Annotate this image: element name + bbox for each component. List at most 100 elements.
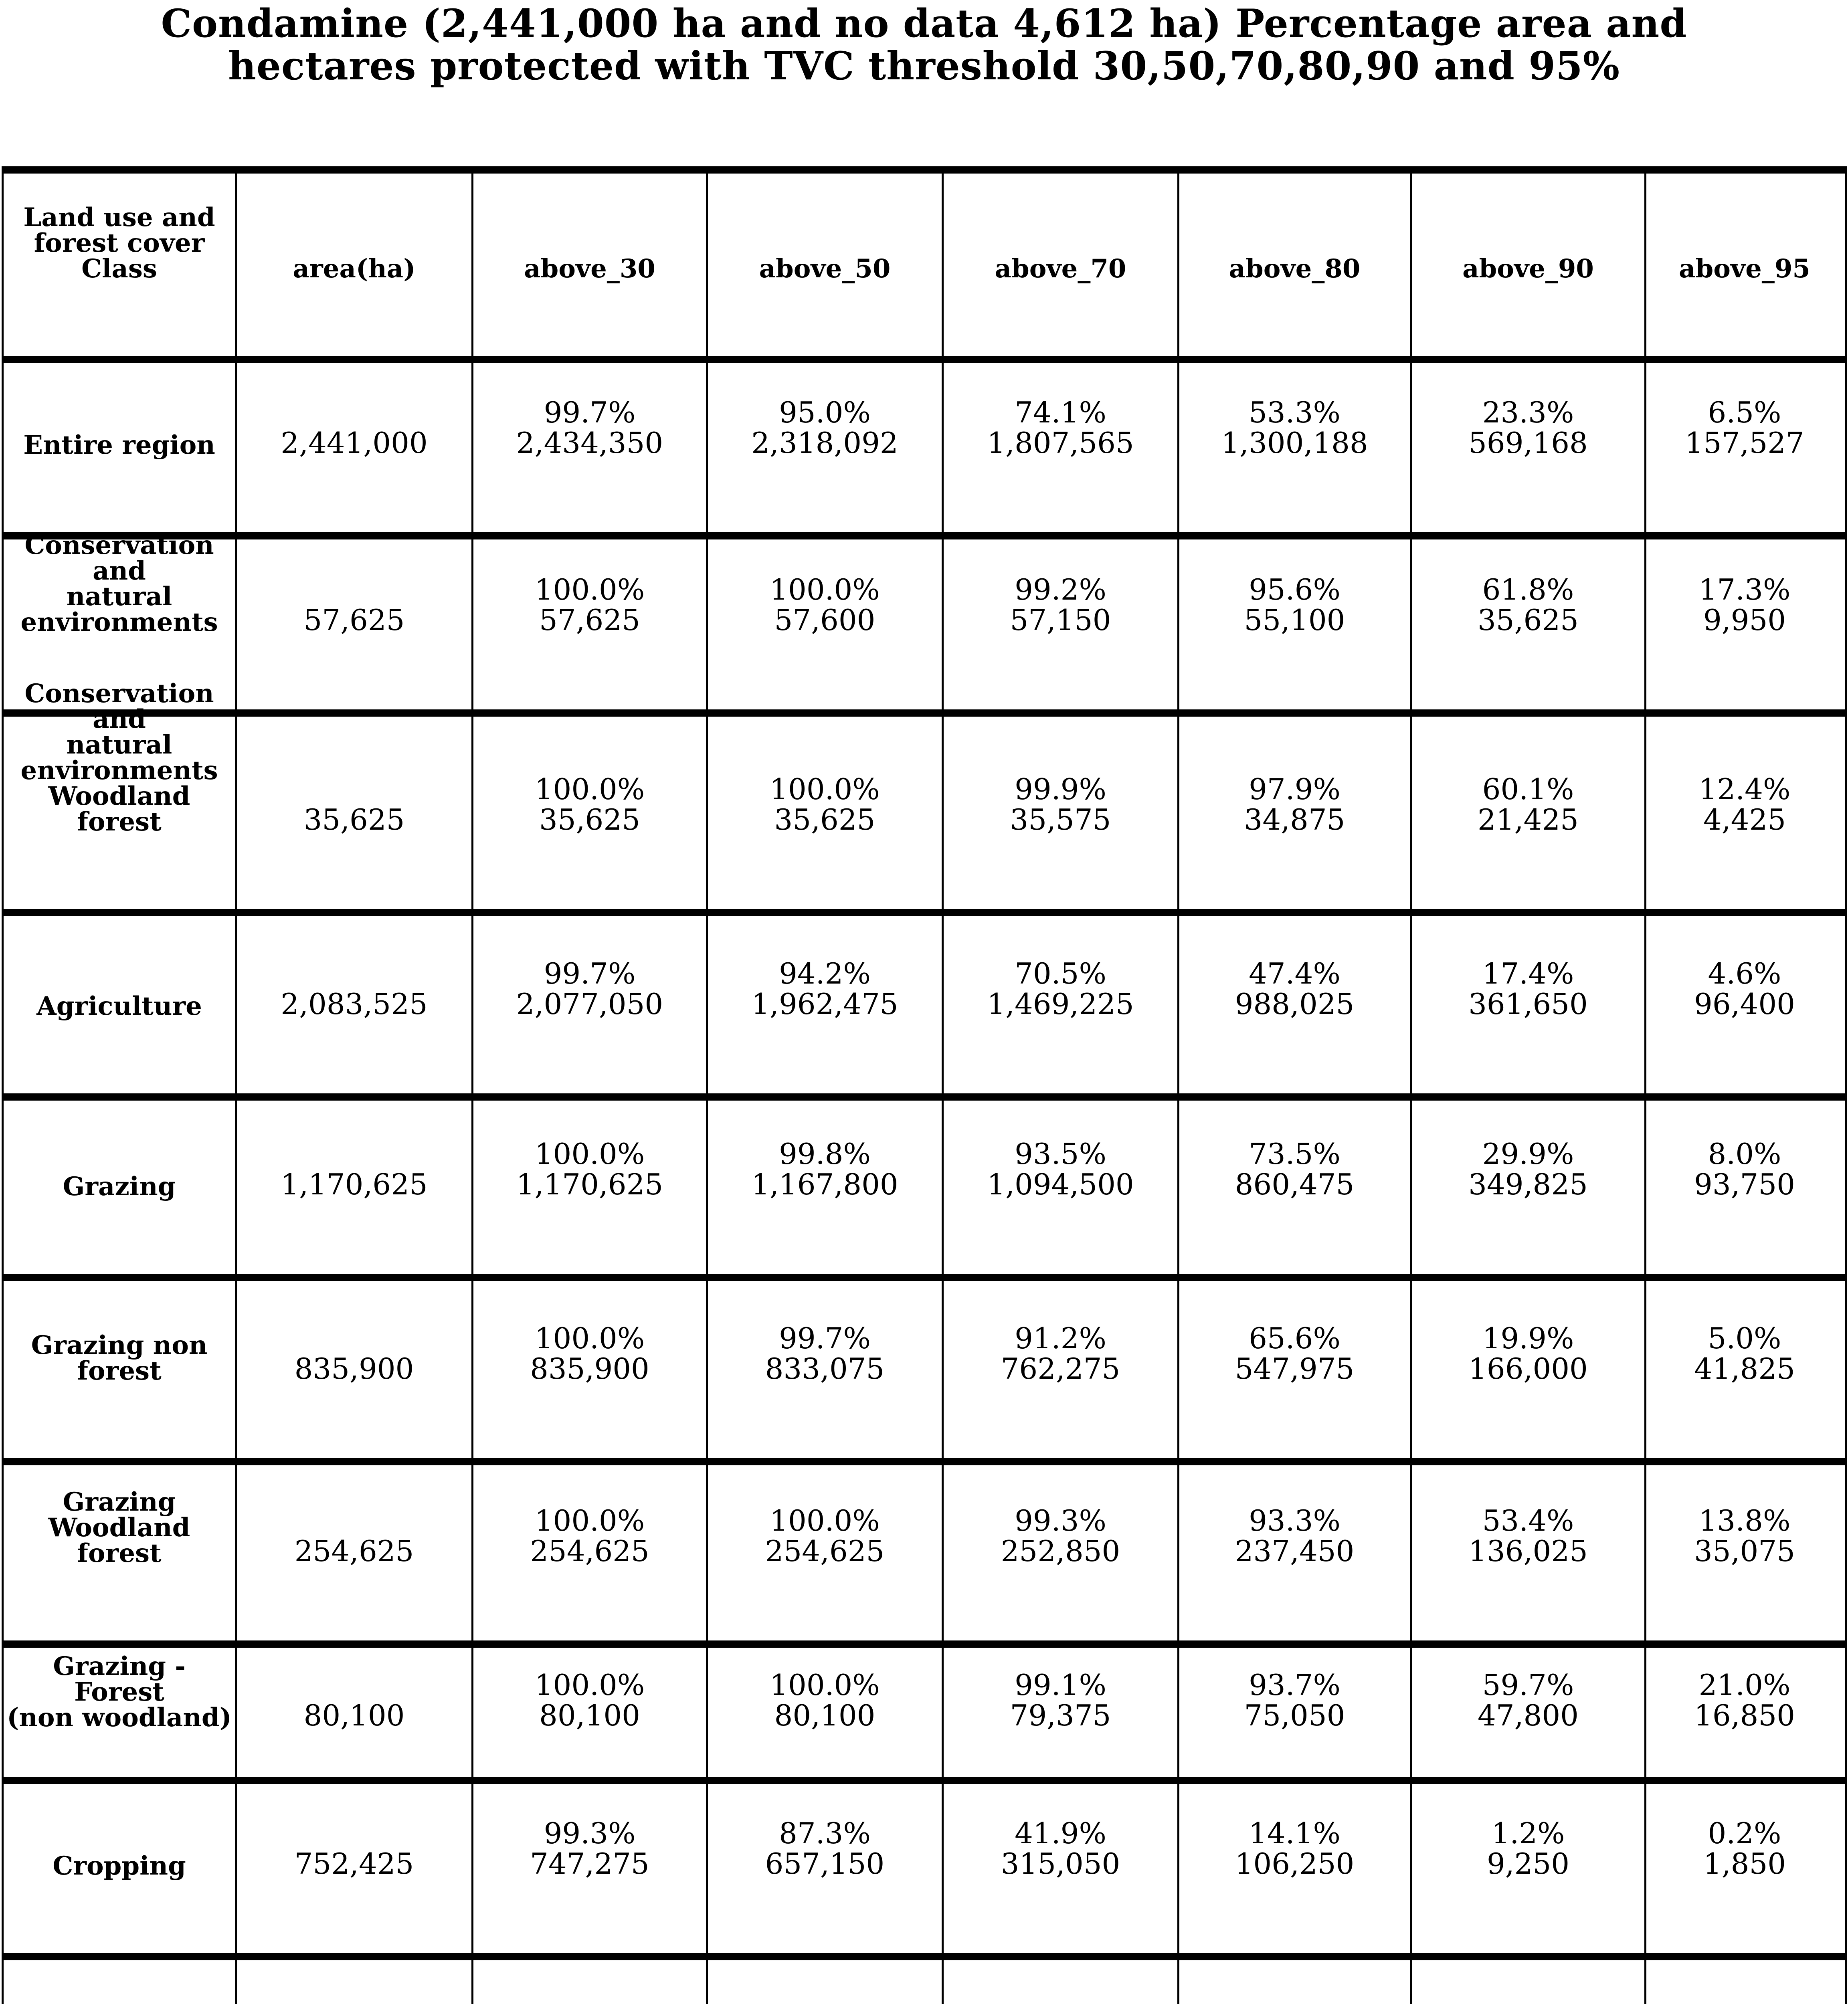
area-cell: 752,425 <box>237 1784 473 1953</box>
pct-value: 87.3% <box>779 1816 871 1850</box>
pct-value: 99.1% <box>1015 1668 1106 1702</box>
data-cell: 100.0% 254,625 <box>473 1465 708 1640</box>
pct-value: 1.6% <box>1492 2000 1565 2004</box>
pct-value: 60.1% <box>1482 772 1574 806</box>
pct-value: 99.7% <box>544 396 636 429</box>
data-cell: 23.3% 569,168 <box>1412 363 1646 532</box>
area-cell: 2,441,000 <box>237 363 473 532</box>
column-header-6: above_90 <box>1412 174 1646 356</box>
area-cell: 254,625 <box>237 1465 473 1640</box>
data-cell: 91.2% 762,275 <box>944 1281 1179 1458</box>
ha-value: 2,434,350 <box>516 426 663 460</box>
ha-value: 747,275 <box>530 1847 649 1881</box>
table-row: Conservation and natural environments Wo… <box>4 681 1845 909</box>
ha-value: 4,425 <box>1703 803 1786 836</box>
pct-value: 41.9% <box>1015 1816 1106 1850</box>
ha-value: 106,250 <box>1235 1847 1355 1881</box>
data-cell: 95.6% 55,100 <box>1179 539 1412 709</box>
area-cell: 160,200 <box>237 1960 473 2004</box>
row-label: Entire region <box>4 363 237 532</box>
pct-value: 13.2% <box>1249 2000 1341 2004</box>
data-cell: 100.0% 57,625 <box>473 539 708 709</box>
data-cell: 13.2%21,150 <box>1179 1960 1412 2004</box>
data-cell: 99.2%158,875 <box>473 1960 708 2004</box>
ha-value: 988,025 <box>1235 987 1355 1021</box>
table-row: Agriculture 2,083,525 99.7% 2,077,050 94.2% 1… <box>4 909 1845 1093</box>
area-cell: 1,170,625 <box>237 1101 473 1274</box>
row-label: Grazing <box>4 1101 237 1274</box>
data-cell: 17.4% 361,650 <box>1412 916 1646 1093</box>
ha-value: 21,425 <box>1478 803 1579 836</box>
ha-value: 96,400 <box>1694 987 1795 1021</box>
pct-value: 99.3% <box>544 1816 636 1850</box>
column-header-5: above_80 <box>1179 174 1412 356</box>
pct-value: 95.0% <box>779 396 871 429</box>
pct-value: 53.3% <box>1249 396 1341 429</box>
table-row: Entire region 2,441,000 99.7% 2,434,350 95.0… <box>4 356 1845 532</box>
pct-value: 13.8% <box>1698 1504 1791 1537</box>
table-header-row: Land use and forest cover Class area(ha) a… <box>4 174 1845 356</box>
data-cell: 1.6%2,550 <box>1412 1960 1646 2004</box>
pct-value: 17.3% <box>1698 573 1791 606</box>
ha-value: 35,625 <box>539 803 640 836</box>
data-cell: 17.3% 9,950 <box>1646 539 1843 709</box>
ha-value: 57,600 <box>774 603 875 637</box>
row-label: Grazing - Forest (non woodland) <box>4 1648 237 1777</box>
column-header-1: area(ha) <box>237 174 473 356</box>
data-cell: 99.1% 79,375 <box>944 1648 1179 1777</box>
data-cell: 100.0% 1,170,625 <box>473 1101 708 1274</box>
ha-value: 547,975 <box>1235 1352 1355 1386</box>
ha-value: 166,000 <box>1468 1352 1588 1386</box>
ha-value: 1,170,625 <box>516 1168 663 1201</box>
ha-value: 2,077,050 <box>516 987 663 1021</box>
ha-value: 254,625 <box>530 1534 649 1568</box>
row-label: Cropping <box>4 1784 237 1953</box>
data-cell: 65.6% 547,975 <box>1179 1281 1412 1458</box>
pct-value: 99.7% <box>779 1321 871 1355</box>
data-cell: 100.0% 835,900 <box>473 1281 708 1458</box>
table-row: Grazing 1,170,625 100.0% 1,170,625 99.8% 1,16… <box>4 1093 1845 1274</box>
ha-value: 1,300,188 <box>1221 426 1368 460</box>
ha-value: 762,275 <box>1001 1352 1120 1386</box>
area-cell: 2,083,525 <box>237 916 473 1093</box>
table-row: Grazing non forest 835,900 100.0% 835,900 99… <box>4 1274 1845 1458</box>
ha-value: 349,825 <box>1468 1168 1588 1201</box>
ha-value: 136,025 <box>1468 1534 1588 1568</box>
pct-value: 14.1% <box>1249 1816 1341 1850</box>
pct-value: 100.0% <box>770 1668 880 1702</box>
row-label: Conservation and natural environments Wo… <box>4 681 237 909</box>
data-cell: 37.1%59,450 <box>944 1960 1179 2004</box>
area-cell: 35,625 <box>237 717 473 909</box>
table-row: Grazing Woodland forest 254,625 100.0% 254,… <box>4 1458 1845 1640</box>
ha-value: 1,962,475 <box>751 987 898 1021</box>
pct-value: 8.0% <box>1708 1137 1781 1171</box>
data-cell: 99.9% 35,575 <box>944 717 1179 909</box>
data-cell: 1.2% 9,250 <box>1412 1784 1646 1953</box>
ha-value: 1,094,500 <box>987 1168 1134 1201</box>
column-header-7: above_95 <box>1679 254 1810 284</box>
ha-value: 55,100 <box>1244 603 1345 637</box>
data-table: Land use and forest cover Class area(ha) a… <box>2 166 1847 2004</box>
data-cell: 53.4% 136,025 <box>1412 1465 1646 1640</box>
pct-value: 99.2% <box>1015 573 1106 606</box>
pct-value: 100.0% <box>534 573 645 606</box>
pct-value: 100.0% <box>770 573 880 606</box>
data-cell: 100.0% 254,625 <box>708 1465 944 1640</box>
pct-value: 100.0% <box>534 1137 645 1171</box>
pct-value: 100.0% <box>770 1504 880 1537</box>
data-cell: 73.5% 860,475 <box>1179 1101 1412 1274</box>
column-header-0: Land use and forest cover Class <box>4 174 237 356</box>
pct-value: 19.9% <box>1482 1321 1574 1355</box>
ha-value: 80,100 <box>774 1699 875 1732</box>
data-cell: 100.0% 57,600 <box>708 539 944 709</box>
data-cell: 93.7% 75,050 <box>1179 1648 1412 1777</box>
pct-value: 91.2% <box>1015 1321 1106 1355</box>
ha-value: 254,625 <box>765 1534 885 1568</box>
ha-value: 833,075 <box>765 1352 885 1386</box>
row-label: Grazing non forest <box>4 1281 237 1458</box>
pct-value: 29.9% <box>1482 1137 1574 1171</box>
ha-value: 252,850 <box>1001 1534 1120 1568</box>
pct-value: 70.5% <box>1015 957 1106 990</box>
ha-value: 9,950 <box>1703 603 1786 637</box>
ha-value: 361,650 <box>1468 987 1588 1021</box>
